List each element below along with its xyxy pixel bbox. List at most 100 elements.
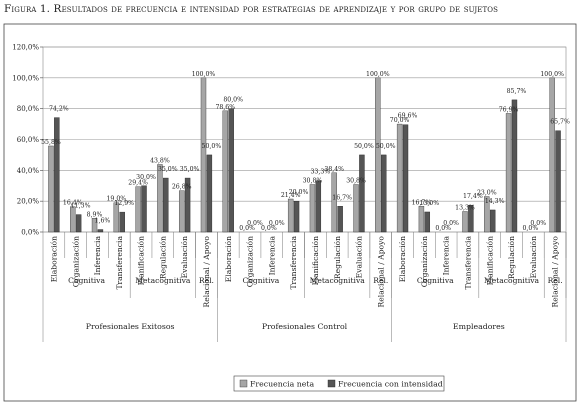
category-label: Inferencia xyxy=(93,236,102,276)
bar-frecuencia-neta xyxy=(309,184,316,233)
bar-frecuencia-intensidad xyxy=(293,200,300,233)
data-label-intensidad: 50,0% xyxy=(202,143,222,150)
data-label-neta: 26,8% xyxy=(172,184,192,191)
subgroup-label: Cognitiva xyxy=(417,276,454,285)
bar-frecuencia-neta xyxy=(287,198,294,233)
subgroup-label: Cognitiva xyxy=(68,276,105,285)
y-tick-label: 120,0% xyxy=(12,44,39,52)
legend-swatch-neta xyxy=(239,379,248,388)
category-label: Evaluación xyxy=(355,236,364,278)
category-label: Organización xyxy=(71,236,80,287)
group-label: Profesionales Control xyxy=(262,322,348,331)
data-label-neta: 100,0% xyxy=(366,71,390,78)
data-label-neta: 29,4% xyxy=(128,180,148,187)
data-label-intensidad: 65,7% xyxy=(550,119,570,126)
bar-frecuencia-intensidad xyxy=(424,211,431,233)
data-label-intensidad: 14,3% xyxy=(485,198,505,205)
data-label-neta: 23,0% xyxy=(477,190,497,197)
bar-frecuencia-intensidad xyxy=(468,204,474,233)
data-label-intensidad: 35,0% xyxy=(158,166,178,173)
subgroup-label: Metacognitiva xyxy=(135,276,191,285)
data-label-neta: 0,0% xyxy=(261,225,277,232)
data-label-neta: 38,4% xyxy=(324,166,344,173)
y-tick-label: 100,0% xyxy=(12,74,39,82)
bar-frecuencia-intensidad xyxy=(163,177,169,233)
data-label-neta: 43,8% xyxy=(150,157,170,164)
bar-frecuencia-neta xyxy=(113,202,120,233)
data-label-neta: 30,8% xyxy=(346,178,366,185)
data-label-intensidad: 50,0% xyxy=(354,143,374,150)
data-label-intensidad: 33,3% xyxy=(311,169,331,176)
subgroup-label: Cognitiva xyxy=(242,276,279,285)
data-label-neta: 55,8% xyxy=(41,139,61,146)
y-tick-label: 20,0% xyxy=(17,198,40,206)
y-tick-label: 40,0% xyxy=(17,167,40,175)
bar-frecuencia-neta xyxy=(91,218,98,233)
data-label-neta: 0,0% xyxy=(523,225,539,232)
bar-frecuencia-neta xyxy=(178,190,185,233)
subgroup-label: Metacognitiva xyxy=(484,276,540,285)
data-label-intensidad: 17,4% xyxy=(463,193,483,200)
data-label-neta: 76,9% xyxy=(499,106,519,113)
bar-frecuencia-intensidad xyxy=(359,154,365,233)
category-label: Relacional / Apoyo xyxy=(202,236,211,308)
category-label: Transferencia xyxy=(464,236,473,290)
bar-frecuencia-neta xyxy=(353,184,359,233)
data-label-intensidad: 11,3% xyxy=(71,203,91,210)
data-label-neta: 16,4% xyxy=(63,200,83,207)
category-label: Inferencia xyxy=(442,236,451,276)
subgroup-label: Rel. xyxy=(548,276,563,285)
data-label-intensidad: 0,0% xyxy=(247,220,263,227)
data-label-neta: 78,6% xyxy=(215,104,235,111)
category-label: Elaboración xyxy=(224,236,233,282)
category-label: Relacional / Apoyo xyxy=(376,236,385,308)
bar-frecuencia-neta xyxy=(48,145,54,233)
category-label: Relacional / Apoyo xyxy=(551,236,560,308)
data-label-intensidad: 80,0% xyxy=(223,97,243,104)
bar-frecuencia-intensidad xyxy=(337,206,343,233)
category-label: Organización xyxy=(420,236,429,287)
data-label-intensidad: 20,0% xyxy=(289,189,309,196)
category-label: Planificación xyxy=(311,236,320,285)
bar-frecuencia-neta xyxy=(331,172,337,233)
figure-title: Figura 1. Resultados de frecuencia e int… xyxy=(4,3,499,15)
bar-frecuencia-neta xyxy=(157,164,163,233)
bar-frecuencia-neta xyxy=(505,113,512,233)
bar-frecuencia-neta xyxy=(484,196,490,233)
data-label-intensidad: 0,0% xyxy=(443,220,459,227)
data-label-neta: 70,0% xyxy=(390,117,410,124)
data-label-intensidad: 0,0% xyxy=(530,220,546,227)
category-label: Organización xyxy=(246,236,255,287)
category-label: Inferencia xyxy=(267,236,276,276)
data-label-intensidad: 0,0% xyxy=(269,220,285,227)
legend-label-neta: Frecuencia neta xyxy=(250,380,315,389)
category-label: Planificación xyxy=(137,236,146,285)
data-label-intensidad: 12,9% xyxy=(114,200,134,207)
group-label: Profesionales Exitosos xyxy=(86,322,175,331)
data-label-intensidad: 1,6% xyxy=(95,218,111,225)
legend-swatch-intensidad xyxy=(327,379,336,388)
data-label-intensidad: 13,0% xyxy=(419,200,439,207)
bar-frecuencia-neta xyxy=(222,110,228,233)
bar-frecuencia-neta xyxy=(549,77,555,233)
bar-frecuencia-neta xyxy=(396,123,403,233)
bar-frecuencia-intensidad xyxy=(75,214,82,233)
data-label-neta: 13,3% xyxy=(455,204,475,211)
bar-frecuencia-intensidad xyxy=(54,117,60,233)
data-label-intensidad: 85,7% xyxy=(507,88,527,95)
bar-frecuencia-neta xyxy=(418,206,425,233)
y-tick-label: 80,0% xyxy=(17,105,40,113)
bar-frecuencia-neta xyxy=(375,77,381,233)
category-label: Transferencia xyxy=(115,236,124,290)
data-label-neta: 16,7% xyxy=(412,199,432,206)
bar-frecuencia-intensidad xyxy=(315,180,322,233)
legend-box xyxy=(233,375,445,392)
data-label-neta: 21,4% xyxy=(281,192,301,199)
y-tick-label: 0,0% xyxy=(21,229,39,237)
data-label-neta: 100,0% xyxy=(192,71,216,78)
subgroup-label: Metacognitiva xyxy=(310,276,366,285)
bar-frecuencia-intensidad xyxy=(402,124,409,233)
data-label-neta: 0,0% xyxy=(435,225,451,232)
data-label-intensidad: 50,0% xyxy=(376,143,396,150)
